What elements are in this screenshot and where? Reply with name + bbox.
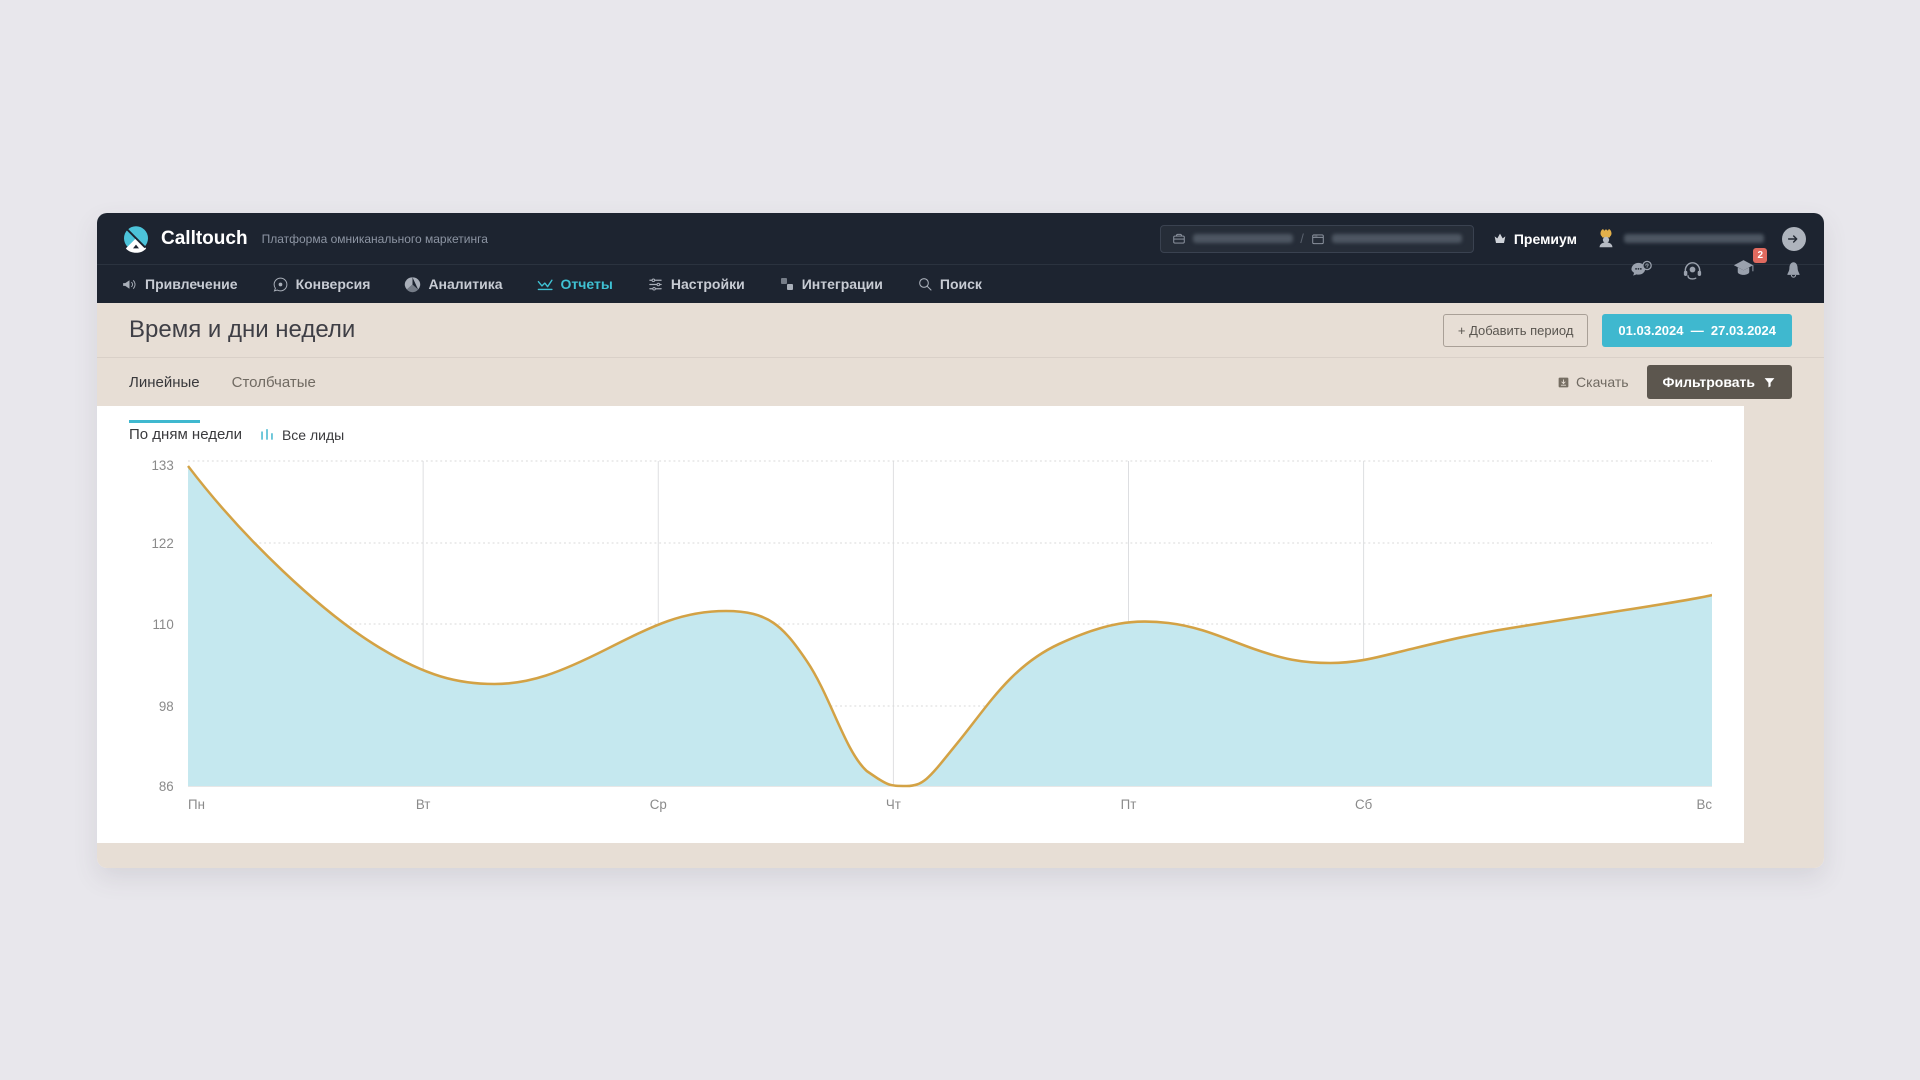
svg-text:Вс: Вс: [1696, 797, 1712, 812]
svg-text:Чт: Чт: [886, 797, 902, 812]
svg-text:122: 122: [152, 536, 174, 551]
svg-text:110: 110: [153, 617, 175, 632]
svg-text:Вт: Вт: [416, 797, 431, 812]
svg-text:133: 133: [152, 458, 174, 473]
svg-text:Пн: Пн: [188, 797, 205, 812]
svg-text:98: 98: [159, 699, 174, 714]
svg-text:86: 86: [159, 779, 174, 794]
svg-text:Пт: Пт: [1121, 797, 1137, 812]
svg-text:Сб: Сб: [1355, 797, 1372, 812]
svg-text:Ср: Ср: [650, 797, 667, 812]
